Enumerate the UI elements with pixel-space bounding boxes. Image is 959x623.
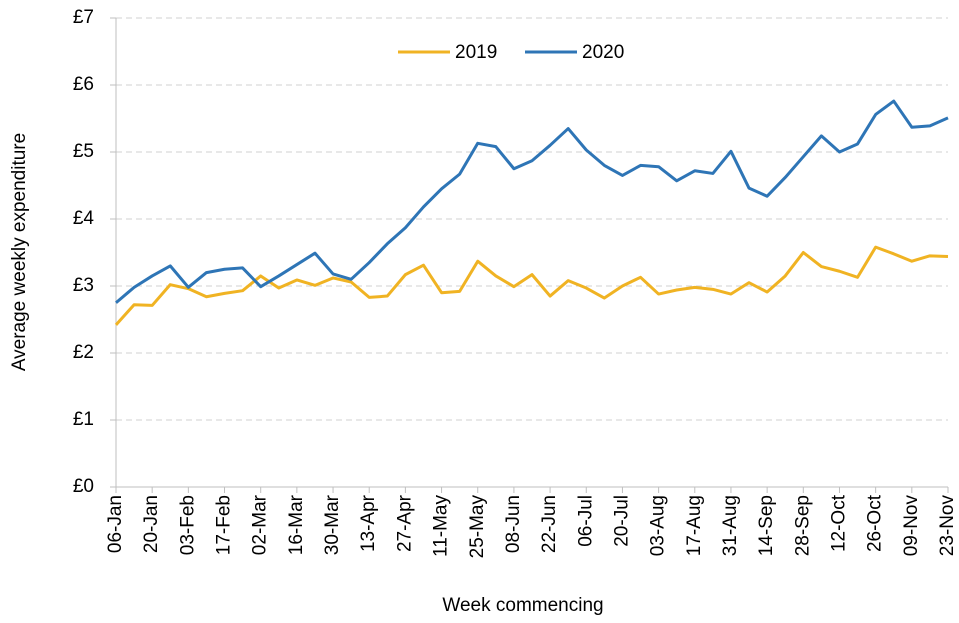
x-tick-label: 20-Jul xyxy=(611,495,632,547)
y-tick-label: £2 xyxy=(73,342,94,363)
y-tick-label: £3 xyxy=(73,275,94,296)
x-tick-label: 30-Mar xyxy=(322,494,343,555)
x-tick-label: 17-Feb xyxy=(214,495,235,555)
x-tick-label: 13-Apr xyxy=(358,494,379,552)
y-tick-label: £4 xyxy=(73,208,95,229)
y-tick-label: £6 xyxy=(73,74,94,95)
x-tick-label: 17-Aug xyxy=(684,495,705,556)
x-tick-label: 20-Jan xyxy=(141,495,162,553)
x-tick-label: 03-Feb xyxy=(177,495,198,555)
x-tick-label: 14-Sep xyxy=(756,495,777,556)
x-tick-label: 16-Mar xyxy=(286,494,307,555)
x-tick-label: 06-Jul xyxy=(575,495,596,547)
x-tick-label: 03-Aug xyxy=(648,495,669,556)
x-tick-label: 25-May xyxy=(467,495,488,559)
x-tick-label: 09-Nov xyxy=(901,495,922,557)
x-tick-label: 23-Nov xyxy=(937,495,958,557)
y-tick-label: £5 xyxy=(73,141,94,162)
x-tick-label: 11-May xyxy=(431,495,452,557)
y-tick-label: £1 xyxy=(73,409,94,430)
y-tick-label: £7 xyxy=(73,7,94,28)
x-tick-label: 26-Oct xyxy=(865,494,886,552)
x-tick-label: 02-Mar xyxy=(250,494,271,555)
x-axis-title: Week commencing xyxy=(442,595,603,616)
x-tick-label: 12-Oct xyxy=(828,494,849,552)
x-tick-label: 22-Jun xyxy=(539,495,560,553)
y-axis-title: Average weekly expenditure xyxy=(9,133,30,371)
x-tick-label: 27-Apr xyxy=(394,494,415,552)
legend-label: 2020 xyxy=(582,42,624,63)
series-line xyxy=(115,99,949,304)
y-tick-label: £0 xyxy=(73,476,94,497)
x-tick-label: 06-Jan xyxy=(105,495,126,553)
legend-label: 2019 xyxy=(455,42,497,63)
x-tick-label: 28-Sep xyxy=(792,495,813,556)
x-tick-label: 31-Aug xyxy=(720,495,741,556)
x-tick-label: 08-Jun xyxy=(503,495,524,553)
